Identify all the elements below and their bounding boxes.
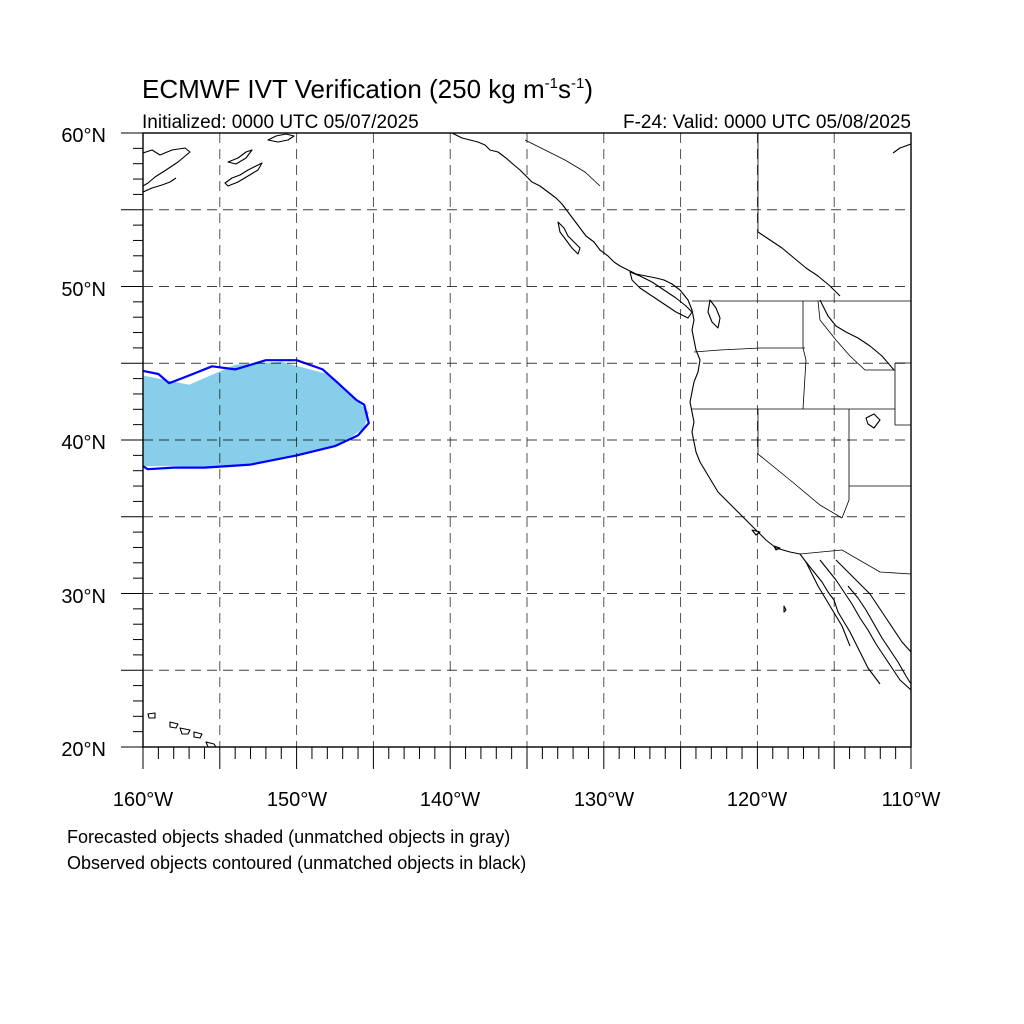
note-forecast: Forecasted objects shaded (unmatched obj…: [67, 827, 510, 847]
lon-label-120w: 120°W: [727, 789, 787, 811]
lon-label-110w: 110°W: [882, 789, 941, 811]
lon-label-130w: 130°W: [574, 789, 634, 811]
graticule: [143, 133, 911, 747]
coastlines: [143, 133, 911, 747]
axis-ticks: [121, 132, 912, 769]
latitude-labels: 60°N 50°N 40°N 30°N 20°N: [61, 125, 106, 761]
lon-label-140w: 140°W: [420, 789, 480, 811]
lat-label-20n: 20°N: [61, 739, 106, 761]
political-borders: [524, 133, 911, 575]
note-observed: Observed objects contoured (unmatched ob…: [67, 853, 526, 873]
lon-label-160w: 160°W: [113, 789, 173, 811]
lon-label-150w: 150°W: [267, 789, 327, 811]
longitude-labels: 160°W 150°W 140°W 130°W 120°W 110°W: [113, 789, 941, 811]
lat-label-50n: 50°N: [61, 279, 106, 301]
forecast-object-shaded: [143, 361, 369, 468]
subtitle-initialized: Initialized: 0000 UTC 05/07/2025: [142, 112, 419, 133]
lat-label-30n: 30°N: [61, 586, 106, 608]
lat-label-60n: 60°N: [61, 125, 106, 147]
plot-title: ECMWF IVT Verification (250 kg m-1s-1): [142, 74, 593, 104]
lat-label-40n: 40°N: [61, 432, 106, 454]
subtitle-valid: F-24: Valid: 0000 UTC 05/08/2025: [623, 112, 911, 133]
map-panel: [121, 132, 912, 769]
observed-object-contour: [143, 359, 370, 471]
